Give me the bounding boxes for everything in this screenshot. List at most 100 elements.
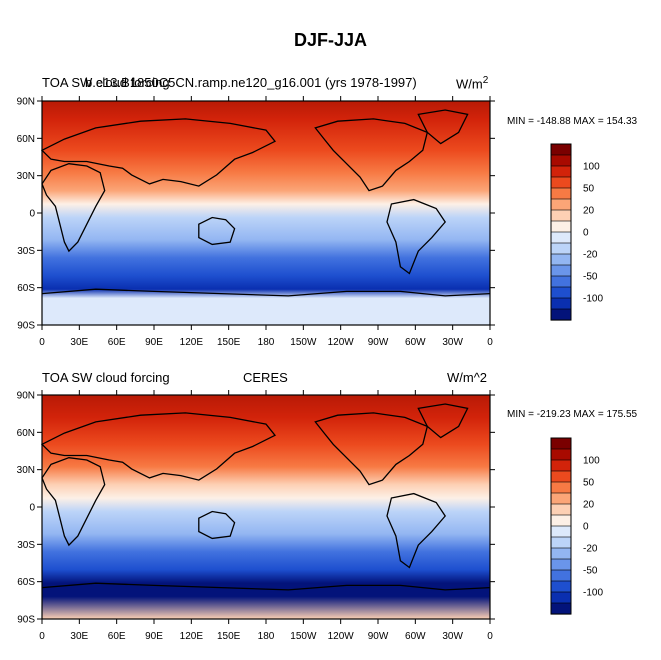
colorbar-label: 0 [583, 228, 589, 239]
panel1-antarctic-coast [41, 288, 491, 297]
panel2-antarctic-coast [41, 582, 491, 591]
colorbar-swatch [550, 536, 572, 549]
colorbar-swatch [550, 209, 572, 222]
colorbar-swatch [550, 437, 572, 450]
lon-tick-label: 60E [108, 631, 126, 642]
colorbar-swatch [550, 459, 572, 472]
panel1-land-outline [40, 118, 277, 187]
lon-tick-label: 180 [258, 631, 275, 642]
lon-tick-label: 30E [70, 337, 88, 348]
colorbar-swatch [550, 242, 572, 255]
colorbar-frame [550, 437, 572, 615]
colorbar-label: -20 [583, 544, 598, 555]
colorbar-swatch [550, 525, 572, 538]
colorbar-swatch [550, 503, 572, 516]
colorbar-label: -100 [583, 294, 603, 305]
colorbar-swatch [550, 297, 572, 310]
colorbar-label: 20 [583, 206, 595, 217]
colorbar-swatch [550, 580, 572, 593]
lon-tick-label: 120E [180, 631, 204, 642]
colorbar-swatch [550, 286, 572, 299]
colorbar-label: 0 [583, 522, 589, 533]
lat-tick-label: 90S [17, 321, 35, 332]
lon-tick-label: 60W [405, 337, 426, 348]
colorbar-swatch [550, 143, 572, 156]
lon-tick-label: 90E [145, 337, 163, 348]
colorbar-swatch [550, 547, 572, 560]
colorbar-swatch [550, 558, 572, 571]
lat-tick-label: 0 [29, 209, 35, 220]
lon-tick-label: 0 [39, 631, 45, 642]
colorbar-label: 100 [583, 456, 600, 467]
colorbar-swatch [550, 308, 572, 321]
panel1-map [40, 101, 491, 325]
panel1-stats: MIN = -148.88 MAX = 154.33 [507, 116, 638, 127]
lon-tick-label: 150W [290, 631, 317, 642]
panel1-units: W/m2 [456, 75, 489, 92]
colorbar-swatch [550, 176, 572, 189]
lon-tick-label: 120W [328, 631, 355, 642]
panel2-stats: MIN = -219.23 MAX = 175.55 [507, 409, 638, 420]
panel1-land-outline [198, 216, 236, 246]
panel2-map [40, 395, 491, 619]
panel2-land-outline [40, 412, 277, 481]
lon-tick-label: 30W [442, 631, 463, 642]
colorbar-swatch [550, 275, 572, 288]
colorbar-label: 50 [583, 478, 595, 489]
panel2-land-outline [386, 492, 447, 569]
colorbar-label: -100 [583, 588, 603, 599]
lon-tick-label: 150W [290, 337, 317, 348]
lon-tick-label: 90W [368, 631, 389, 642]
lat-tick-label: 60N [17, 428, 35, 439]
panel2-land-outline [417, 403, 469, 439]
lon-tick-label: 150E [217, 337, 241, 348]
lat-tick-label: 30N [17, 465, 35, 476]
lon-tick-label: 120E [180, 337, 204, 348]
lon-tick-label: 30E [70, 631, 88, 642]
lon-tick-label: 60W [405, 631, 426, 642]
panel2-left-label: TOA SW cloud forcing [42, 370, 170, 385]
lat-tick-label: 30S [17, 246, 35, 257]
panel1-land-outline [41, 163, 106, 253]
panel1-land-outline [314, 118, 429, 192]
panel2-land-outline [198, 510, 236, 540]
colorbar-swatch [550, 481, 572, 494]
lat-tick-label: 90N [17, 97, 35, 108]
panel1-land-outline [417, 109, 469, 145]
panel2-colorbar: 100 50 20 0 -20 -50 -100 [550, 437, 603, 615]
colorbar-swatch [550, 187, 572, 200]
panel2-field [42, 395, 490, 619]
panel1-left-label: TOA SW cloud forcing [42, 75, 170, 90]
lon-tick-label: 0 [39, 337, 45, 348]
lat-tick-label: 60S [17, 283, 35, 294]
lon-tick-label: 150E [217, 631, 241, 642]
lat-tick-label: 60N [17, 134, 35, 145]
lon-tick-label: 0 [487, 337, 493, 348]
panel2-center-label: CERES [243, 370, 288, 385]
lon-tick-label: 120W [328, 337, 355, 348]
colorbar-swatch [550, 569, 572, 582]
colorbar-swatch [550, 253, 572, 266]
colorbar-swatch [550, 470, 572, 483]
colorbar-label: 20 [583, 500, 595, 511]
lat-tick-label: 30S [17, 540, 35, 551]
colorbar-swatch [550, 492, 572, 505]
colorbar-label: -50 [583, 272, 598, 283]
lon-tick-label: 0 [487, 631, 493, 642]
lat-tick-label: 90N [17, 391, 35, 402]
colorbar-swatch [550, 602, 572, 615]
panel1-field [42, 101, 490, 325]
lon-tick-label: 90W [368, 337, 389, 348]
colorbar-label: -50 [583, 566, 598, 577]
lat-tick-label: 30N [17, 171, 35, 182]
figure-title: DJF-JJA [293, 30, 368, 50]
colorbar-swatch [550, 514, 572, 527]
colorbar-swatch [550, 198, 572, 211]
colorbar-swatch [550, 231, 572, 244]
panel2-land-outline [41, 457, 106, 547]
lat-tick-label: 0 [29, 503, 35, 514]
lon-tick-label: 180 [258, 337, 275, 348]
lon-tick-label: 30W [442, 337, 463, 348]
lon-tick-label: 60E [108, 337, 126, 348]
colorbar-label: -20 [583, 250, 598, 261]
